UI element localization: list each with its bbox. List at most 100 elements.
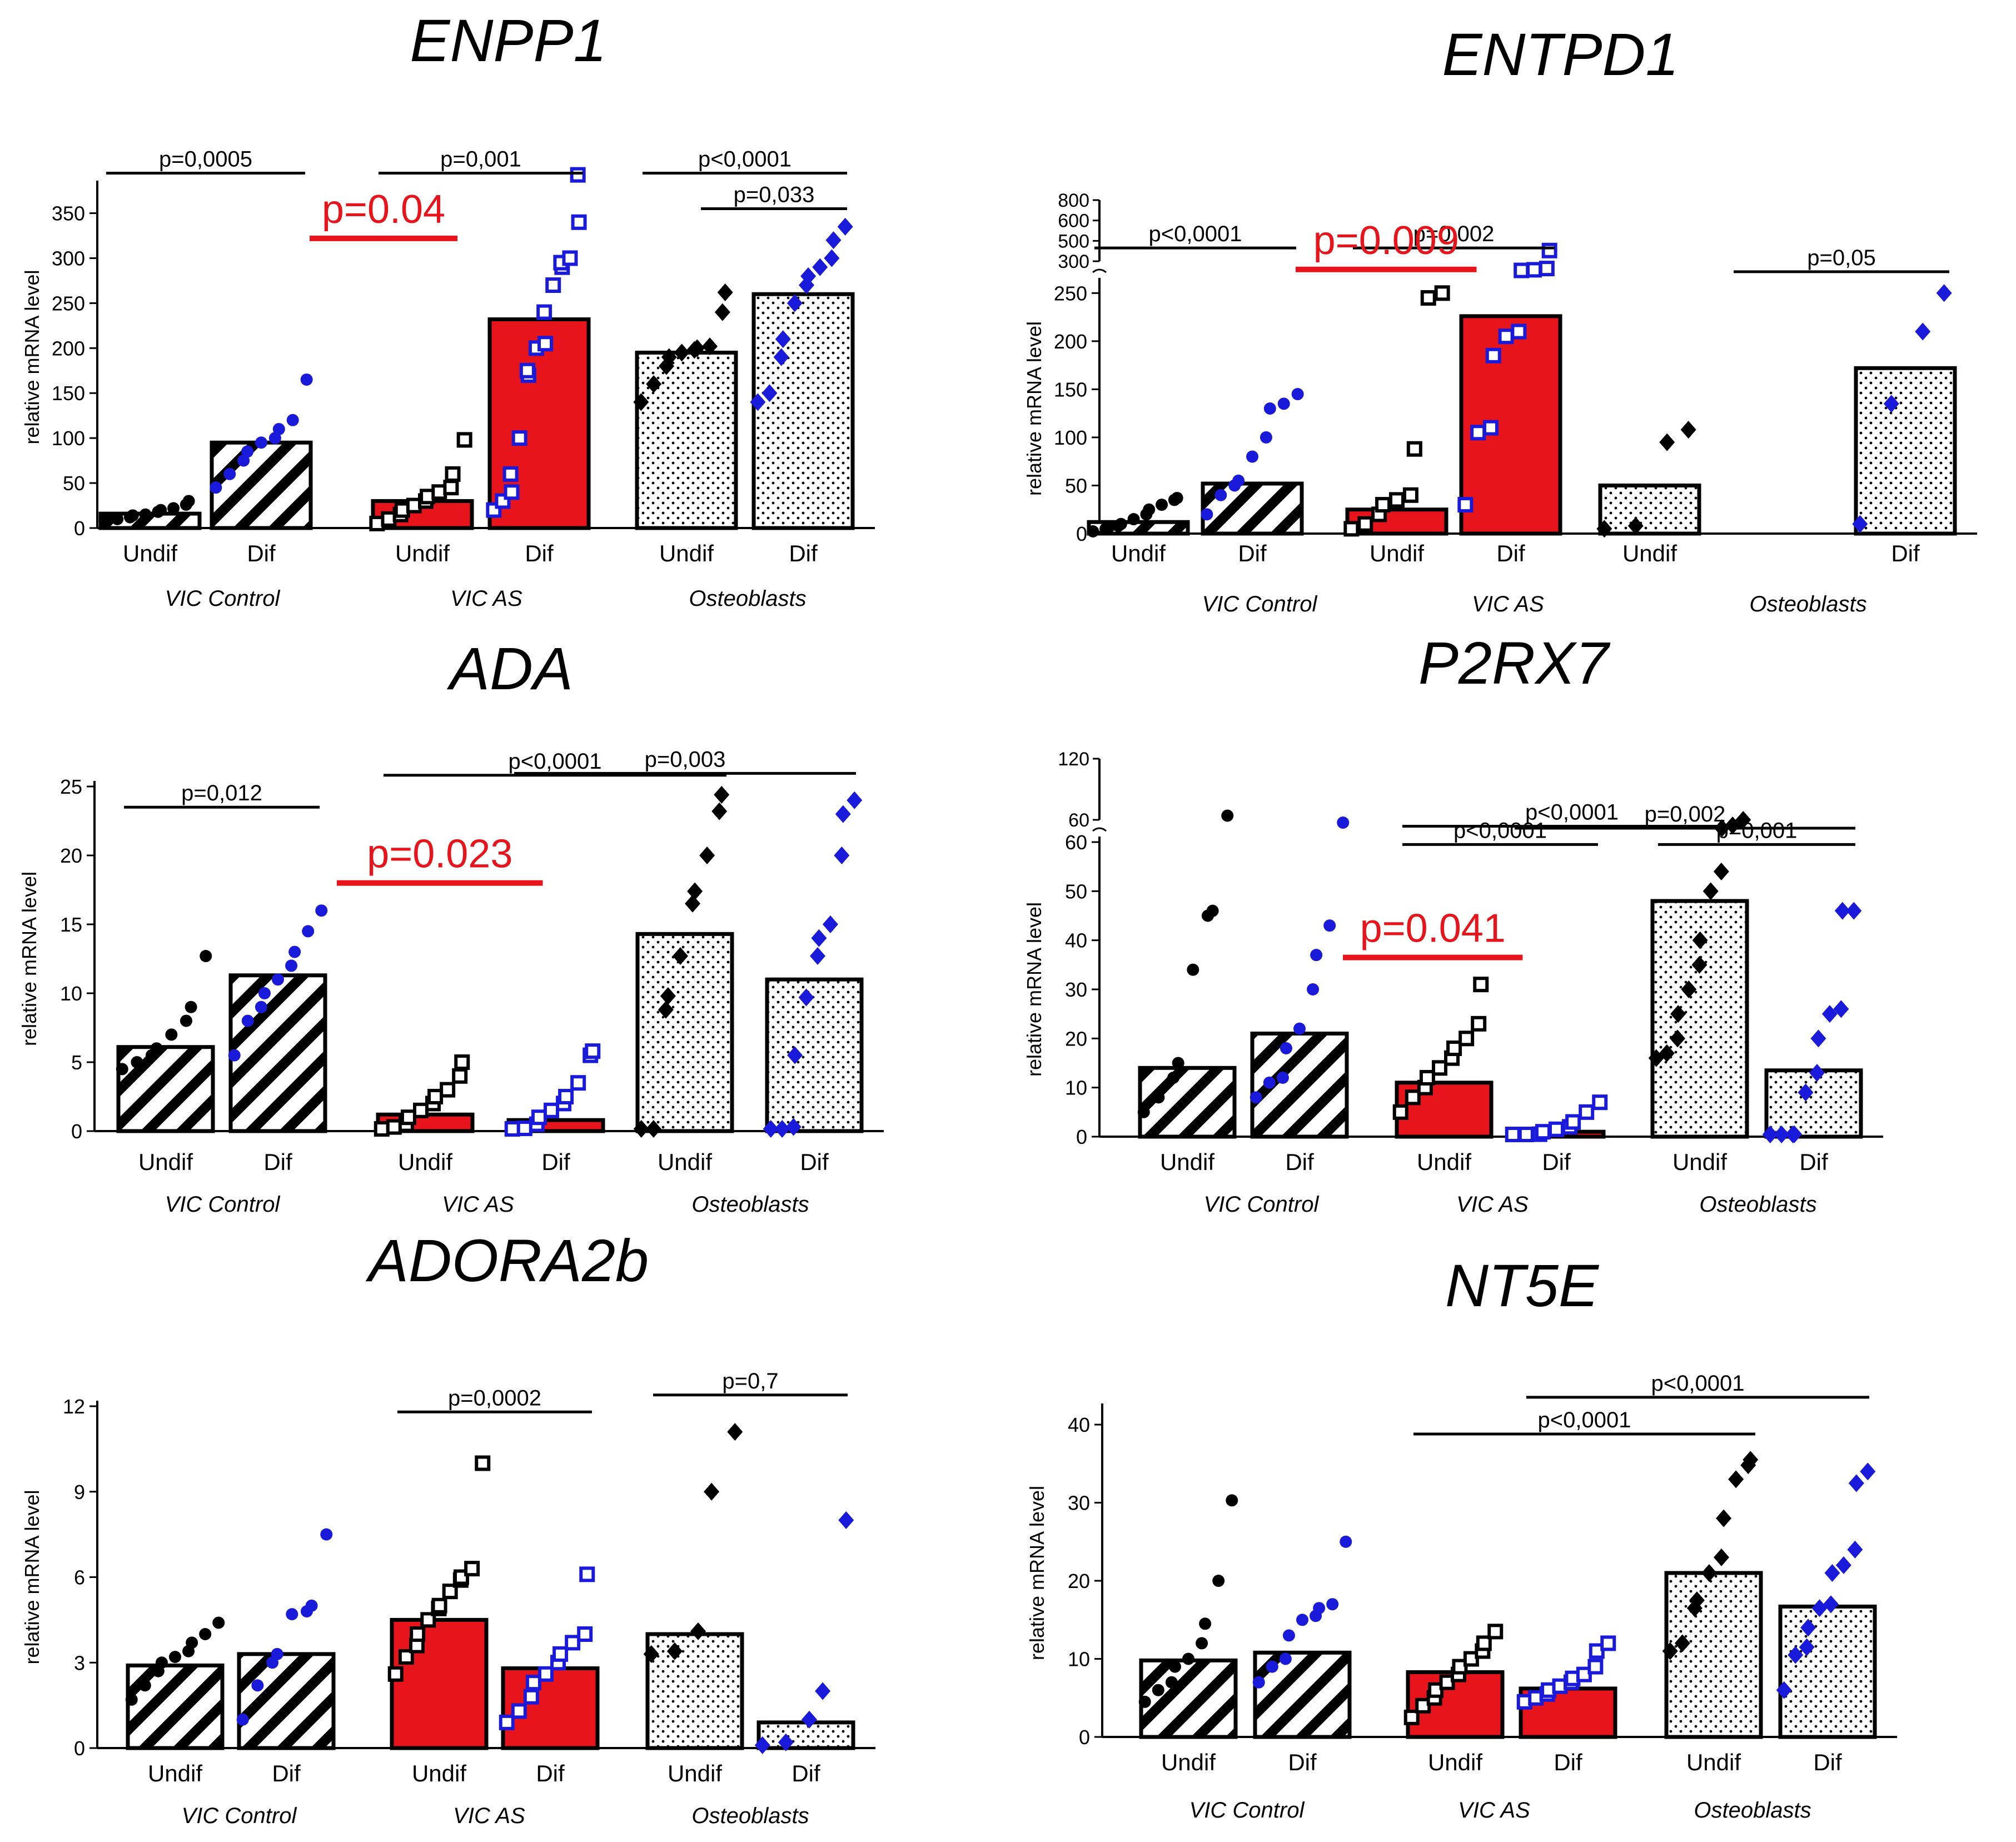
p-value: p=0,001 [1716,818,1798,843]
x-tick-label: Undif [659,540,714,566]
data-point [787,1046,803,1064]
chart-ada: ADA 0 5 10 15 20 25 relative mRNA level Undif Dif… [18,635,884,1217]
data-point [155,504,167,516]
data-point [516,1121,532,1137]
data-point [258,987,271,999]
x-tick-label: Undif [1672,1149,1727,1175]
data-point [802,1710,817,1729]
data-point [1514,262,1530,278]
data-point [1201,508,1213,521]
data-point [1406,441,1422,457]
data-point [255,1000,267,1013]
data-point [271,1647,283,1660]
data-point [714,785,730,804]
data-point [815,1682,831,1700]
data-point [633,1120,649,1138]
data-point [1915,322,1931,341]
y-tick-label-broken: 60 [1068,810,1089,831]
data-point [661,348,677,366]
data-point [565,1635,581,1651]
data-point [1847,1540,1863,1559]
x-tick-label: Dif [1891,540,1920,566]
x-tick-label: Undif [1370,540,1424,566]
data-point [519,362,535,379]
data-point [525,1675,541,1691]
y-axis-label: relative mRNA level [1023,902,1046,1077]
data-point [1470,425,1486,441]
data-point [241,1014,254,1027]
group-label: VIC Control [1189,1798,1305,1823]
x-tick-label: Dif [247,540,276,566]
bar-0 [126,1663,225,1750]
data-point [699,847,715,864]
data-point [658,1000,674,1019]
p-value: p=0,0002 [448,1386,541,1410]
x-tick-label: Dif [1285,1149,1314,1175]
data-point [431,1597,447,1614]
data-point [785,1118,802,1136]
data-point [838,1511,854,1529]
data-point [1415,1697,1431,1714]
data-point [1487,1624,1504,1640]
data-point [1701,1564,1717,1582]
data-point [1206,904,1219,917]
data-point [717,283,733,301]
bar-5 [765,977,864,1133]
data-point [643,1645,659,1663]
y-tick-label: 20 [1065,1027,1087,1050]
chart-p2rx7: P2RX7 120 60 0 10 20 30 40 50 60 relative mRNA lev… [1023,629,1883,1217]
y-tick-label: 5 [71,1051,82,1074]
data-point [1171,491,1183,504]
data-point [305,1599,318,1612]
y-tick-label: 6 [74,1566,85,1589]
data-point [1375,497,1391,513]
data-point [427,1089,444,1104]
data-point [645,1120,661,1138]
p-value: p=0,05 [1807,246,1875,270]
data-point [1713,863,1729,880]
y-tick-label: 0 [1079,1726,1090,1749]
data-point [1252,1676,1265,1689]
y-tick-label: 20 [60,844,82,867]
data-point [1403,1709,1420,1725]
data-point [1834,902,1850,920]
data-point [1214,489,1227,501]
data-point [834,847,850,864]
data-point [811,929,827,947]
chart-title: ADORA2b [365,1228,649,1294]
data-point [1799,1638,1815,1656]
data-point [778,1733,794,1751]
data-point [1848,1474,1864,1492]
x-tick-label: Dif [1554,1749,1582,1775]
x-tick-label: Dif [1238,540,1267,566]
data-point [1143,503,1156,516]
data-point [182,495,195,507]
data-point [672,947,688,965]
x-tick-label: Dif [1288,1749,1317,1775]
data-point [1326,1598,1339,1611]
data-point [1576,1666,1592,1682]
group-label: VIC AS [1472,592,1544,614]
data-point [1833,1000,1849,1018]
data-point [1674,1634,1690,1652]
data-point [1087,525,1099,537]
data-point [1811,1599,1828,1617]
bar-2 [390,1617,489,1750]
data-point [689,339,705,357]
data-point [552,1646,569,1662]
data-point [1457,497,1474,513]
bar-4 [1598,483,1701,536]
data-point [585,1043,601,1059]
y-axis-label: relative mRNA level [21,270,43,444]
y-tick-label: 250 [1054,282,1087,305]
data-point [685,894,701,913]
data-point [167,502,180,515]
data-point [1473,977,1489,993]
data-point [1310,949,1323,962]
data-point [1463,1651,1479,1667]
data-point [545,277,561,293]
data-point [1511,323,1527,340]
data-point [1692,931,1708,949]
p-value-red: p=0.023 [367,832,512,877]
data-point [320,1528,333,1541]
